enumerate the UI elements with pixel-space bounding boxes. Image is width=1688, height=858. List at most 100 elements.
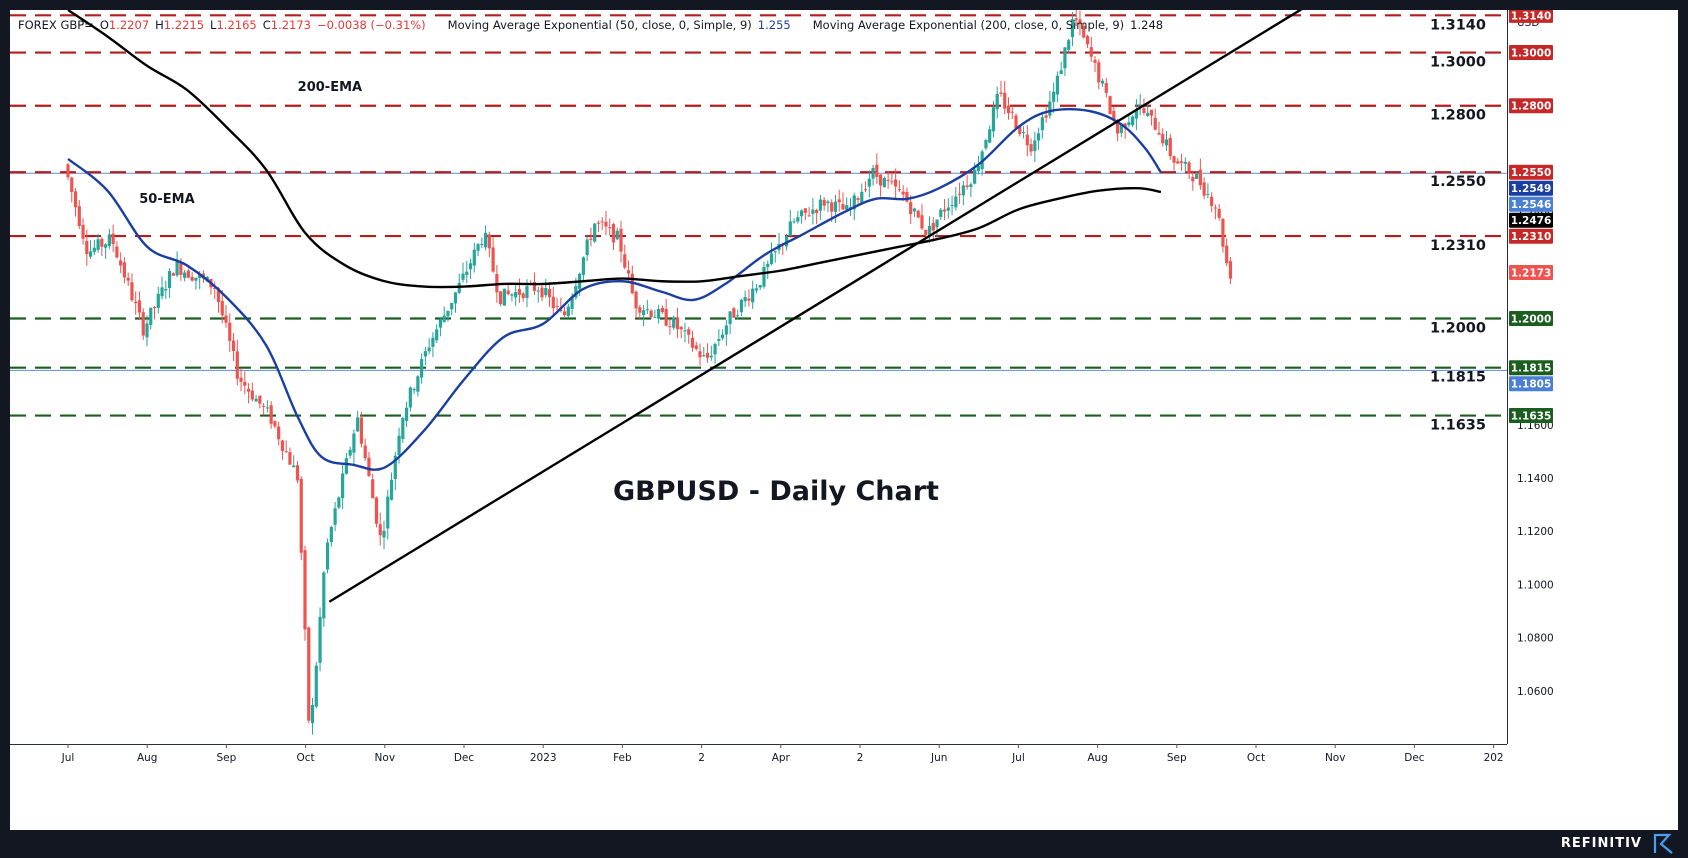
candle-body — [841, 204, 845, 210]
candle-body — [472, 249, 476, 266]
x-tick-label: Nov — [1325, 752, 1346, 764]
candle-body — [653, 316, 657, 318]
candle-body — [344, 458, 348, 474]
candle-body — [909, 202, 913, 215]
candle-body — [1018, 125, 1022, 135]
candle-body — [905, 191, 909, 202]
candle-body — [325, 542, 330, 570]
candle-body — [318, 616, 322, 663]
candle-body — [1131, 116, 1135, 126]
candle-body — [88, 251, 93, 257]
candle-body — [480, 244, 484, 246]
candle-body — [589, 238, 593, 240]
symbol-name[interactable]: FOREX GBP= — [18, 18, 94, 32]
candle-body — [1067, 40, 1071, 50]
candle-body — [875, 164, 879, 177]
price-tag-label: 1.1635 — [1511, 411, 1552, 423]
price-tag — [1509, 196, 1553, 212]
price-tag-label: 1.2310 — [1511, 231, 1552, 243]
candle-body — [672, 317, 676, 328]
candle-body — [175, 261, 179, 276]
x-tick-label: Apr — [772, 752, 791, 764]
candle-body — [1206, 193, 1210, 195]
candle-body — [807, 215, 811, 217]
candle-body — [860, 191, 864, 204]
candles-group — [66, 7, 1233, 735]
candle-body — [416, 376, 420, 392]
candle-body — [1153, 117, 1157, 130]
price-tag — [1509, 180, 1553, 196]
x-tick-label: 2023 — [530, 752, 557, 764]
candle-body — [1195, 172, 1199, 179]
candle-body — [852, 195, 856, 210]
candle-body — [1134, 110, 1139, 119]
candle-body — [720, 334, 725, 339]
price-tag — [1509, 164, 1553, 180]
candle-body — [333, 508, 337, 525]
candle-body — [104, 244, 108, 248]
candle-body — [1055, 75, 1060, 95]
candle-body — [999, 92, 1003, 94]
candle-body — [705, 352, 710, 358]
candle-body — [149, 307, 153, 326]
candle-body — [1040, 117, 1044, 131]
price-tag — [1509, 228, 1553, 244]
candle-body — [1052, 91, 1056, 102]
candle-body — [1025, 134, 1029, 146]
candle-body — [100, 238, 104, 247]
candle-body — [145, 323, 149, 338]
candle-body — [897, 189, 902, 191]
candle-body — [596, 222, 601, 224]
price-tag-label: 1.2549 — [1511, 183, 1552, 195]
price-chart[interactable]: USD1.06001.08001.10001.12001.14001.16001… — [10, 0, 1678, 830]
price-tag — [1509, 264, 1553, 280]
candle-body — [397, 435, 401, 456]
candle-body — [483, 232, 488, 248]
price-tag — [1509, 408, 1553, 424]
candle-body — [871, 167, 875, 179]
candle-body — [890, 181, 894, 183]
price-tag-label: 1.2800 — [1511, 101, 1552, 113]
y-tick-label: 1.1200 — [1517, 526, 1554, 538]
candle-body — [111, 233, 115, 245]
candle-body — [724, 325, 728, 335]
candle-body — [1104, 83, 1108, 93]
candle-body — [446, 310, 450, 317]
x-tick-label: Jul — [1011, 752, 1025, 764]
price-tag-label: 1.2173 — [1511, 267, 1552, 279]
candle-body — [130, 282, 134, 301]
candle-body — [487, 234, 491, 249]
candle-body — [901, 191, 905, 195]
candle-body — [912, 208, 917, 212]
candle-body — [96, 239, 100, 250]
candle-body — [521, 293, 525, 299]
candle-body — [608, 227, 612, 229]
candle-body — [536, 290, 540, 292]
chart-panel: USD1.06001.08001.10001.12001.14001.16001… — [10, 0, 1678, 830]
candle-body — [984, 140, 988, 149]
candle-body — [679, 327, 683, 330]
candle-body — [423, 351, 427, 357]
candle-body — [363, 445, 367, 459]
ema50-legend[interactable]: Moving Average Exponential (50, close, 0… — [447, 18, 752, 32]
candle-body — [638, 307, 642, 313]
candle-body — [476, 244, 480, 251]
ema200-legend[interactable]: Moving Average Exponential (200, close, … — [812, 18, 1125, 32]
x-tick-label: Aug — [1087, 752, 1108, 764]
candle-body — [600, 221, 604, 223]
candle-body — [623, 254, 627, 268]
x-tick-label: 2 — [698, 752, 705, 764]
candle-body — [1228, 261, 1233, 279]
candle-body — [931, 222, 935, 231]
candle-body — [337, 497, 341, 508]
candle-body — [431, 337, 435, 347]
candle-body — [924, 229, 928, 235]
candle-body — [1210, 196, 1214, 206]
candle-body — [634, 291, 638, 309]
candle-body — [939, 209, 943, 217]
candle-body — [246, 388, 251, 392]
ema50-value: 1.255 — [757, 18, 791, 32]
candle-body — [70, 177, 74, 192]
candle-body — [167, 271, 172, 289]
candle-body — [574, 285, 578, 298]
